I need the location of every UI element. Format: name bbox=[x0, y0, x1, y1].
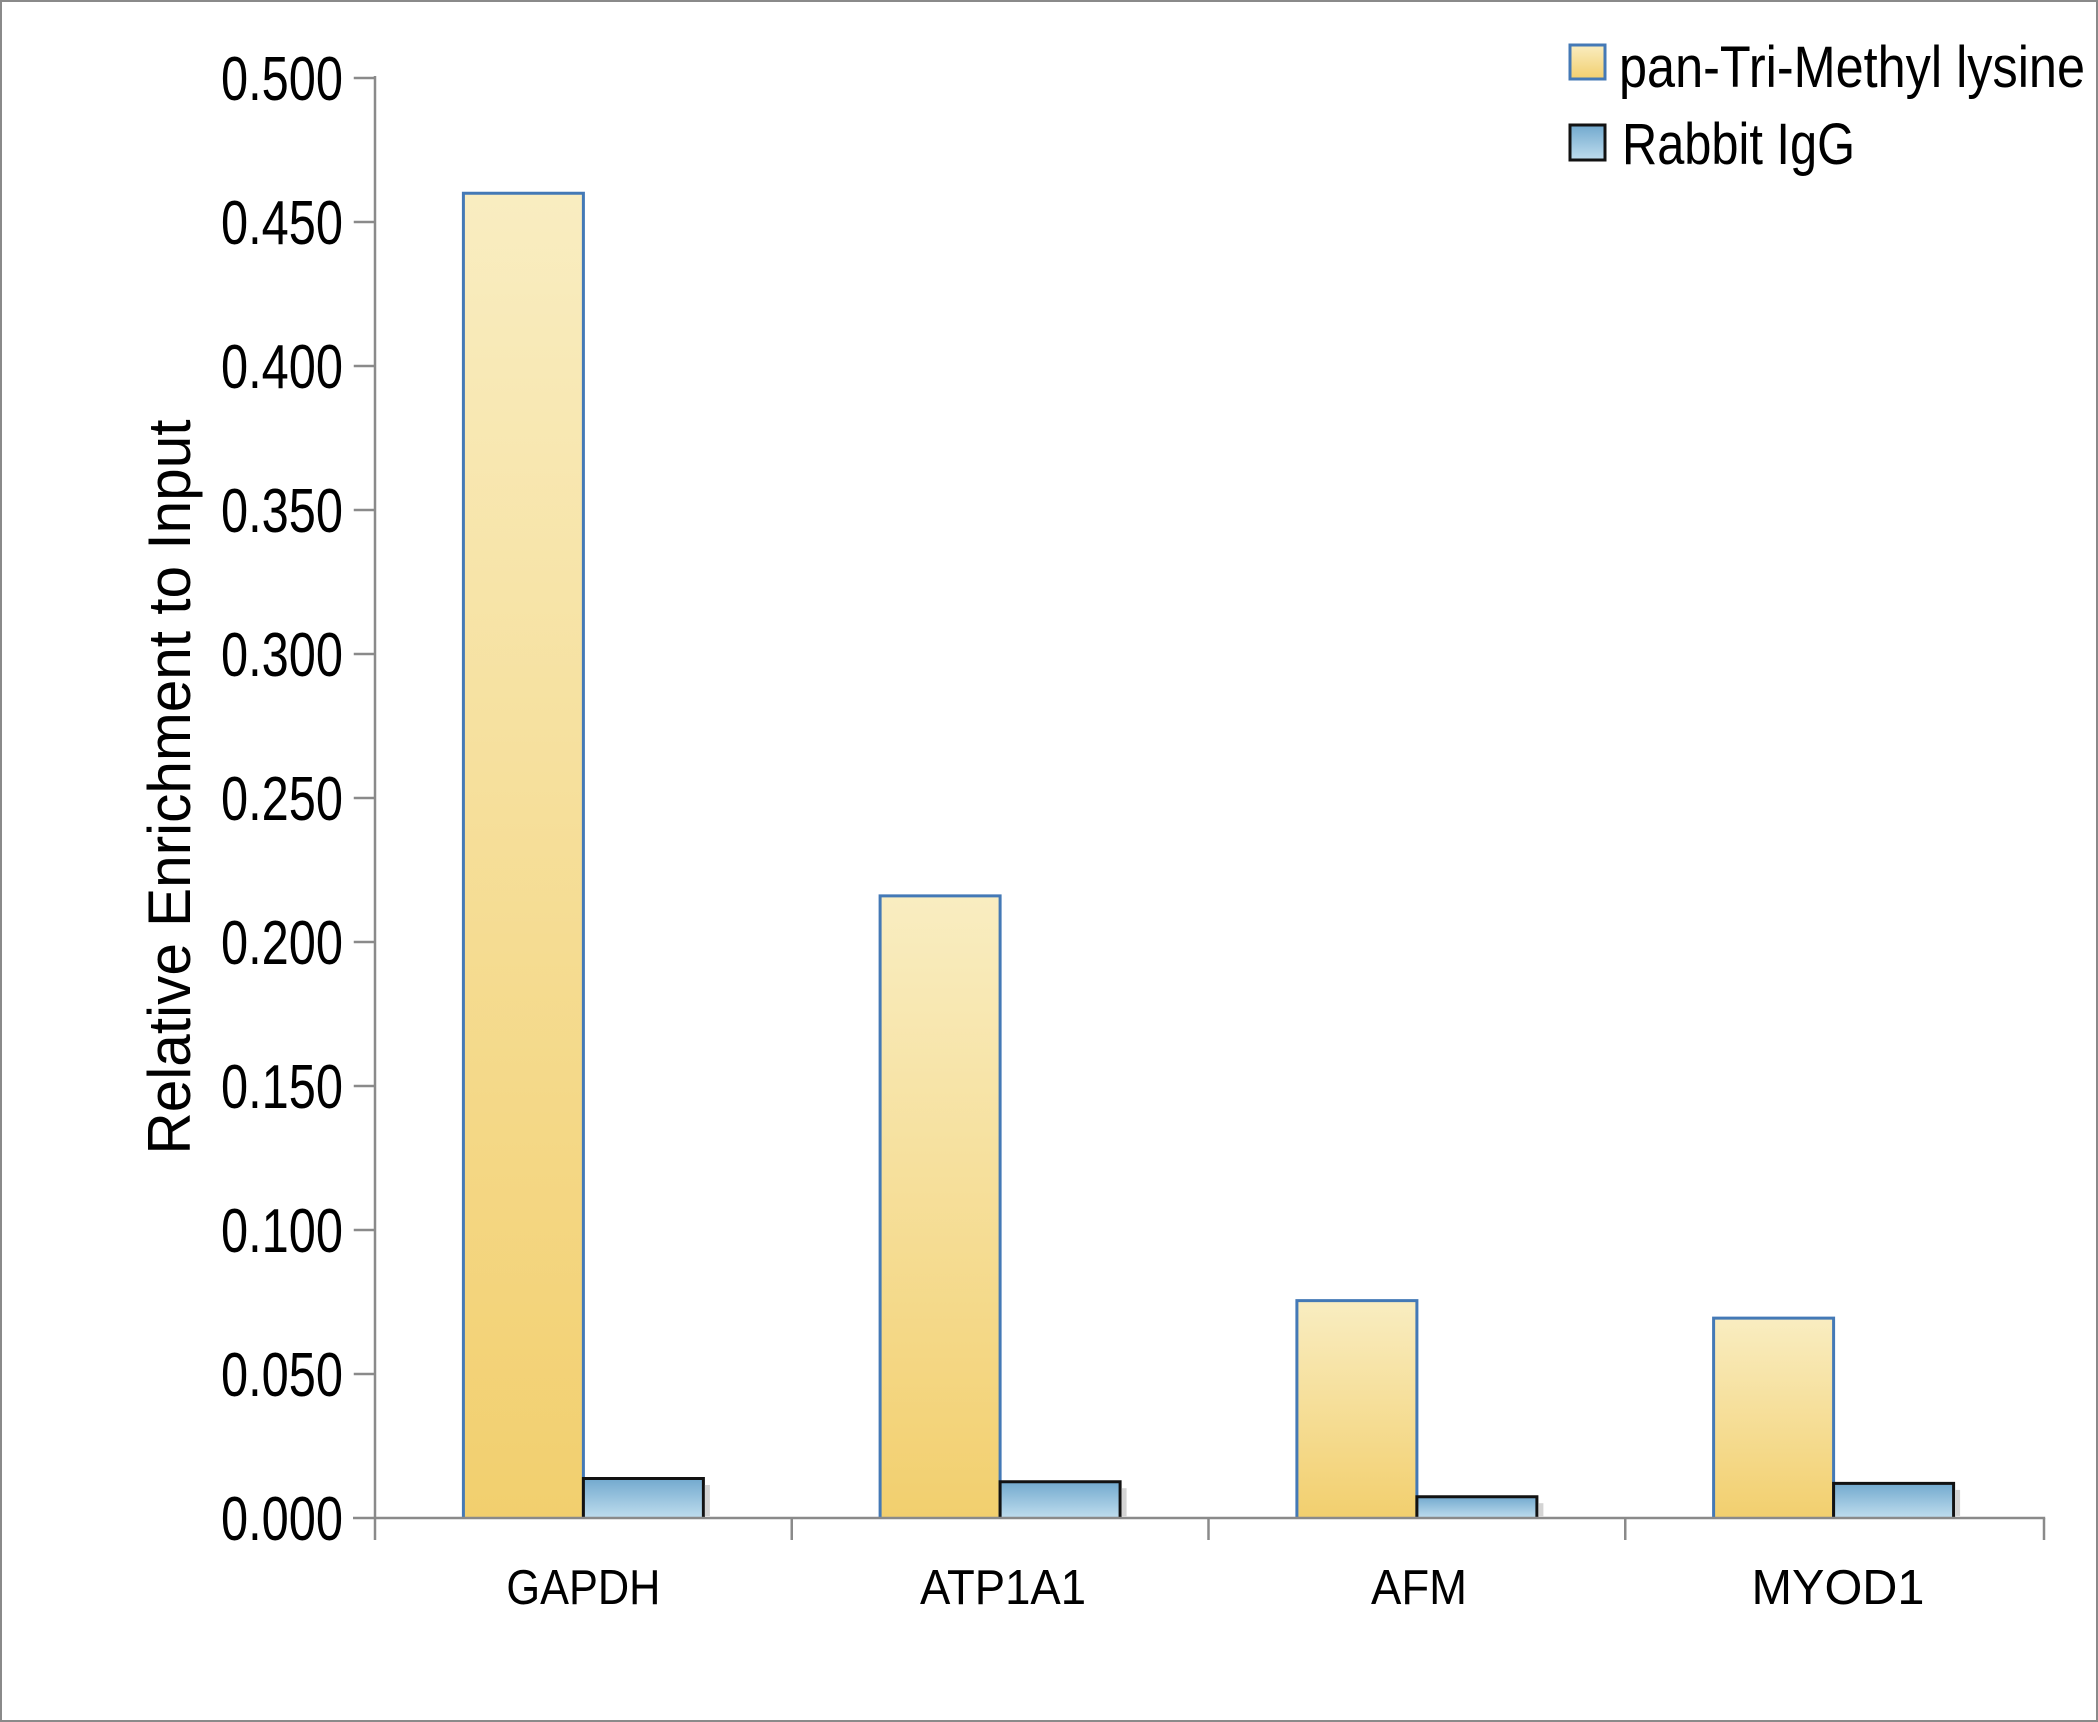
svg-text:AFM: AFM bbox=[1371, 1561, 1467, 1615]
svg-text:0.500: 0.500 bbox=[221, 45, 343, 114]
svg-text:Rabbit IgG: Rabbit IgG bbox=[1622, 112, 1855, 177]
svg-text:MYOD1: MYOD1 bbox=[1752, 1561, 1925, 1615]
svg-text:0.050: 0.050 bbox=[221, 1341, 343, 1410]
svg-text:0.350: 0.350 bbox=[221, 477, 343, 546]
svg-text:Relative Enrichment to Input: Relative Enrichment to Input bbox=[136, 419, 203, 1154]
svg-text:0.250: 0.250 bbox=[221, 765, 343, 834]
svg-text:0.100: 0.100 bbox=[221, 1197, 343, 1266]
svg-text:0.200: 0.200 bbox=[221, 909, 343, 978]
svg-text:GAPDH: GAPDH bbox=[506, 1561, 660, 1615]
svg-text:pan-Tri-Methyl lysine: pan-Tri-Methyl lysine bbox=[1619, 35, 2085, 100]
svg-text:0.150: 0.150 bbox=[221, 1053, 343, 1122]
svg-text:0.450: 0.450 bbox=[221, 189, 343, 258]
svg-text:ATP1A1: ATP1A1 bbox=[920, 1561, 1086, 1615]
svg-text:0.000: 0.000 bbox=[221, 1485, 343, 1554]
svg-text:0.400: 0.400 bbox=[221, 333, 343, 402]
svg-text:0.300: 0.300 bbox=[221, 621, 343, 690]
